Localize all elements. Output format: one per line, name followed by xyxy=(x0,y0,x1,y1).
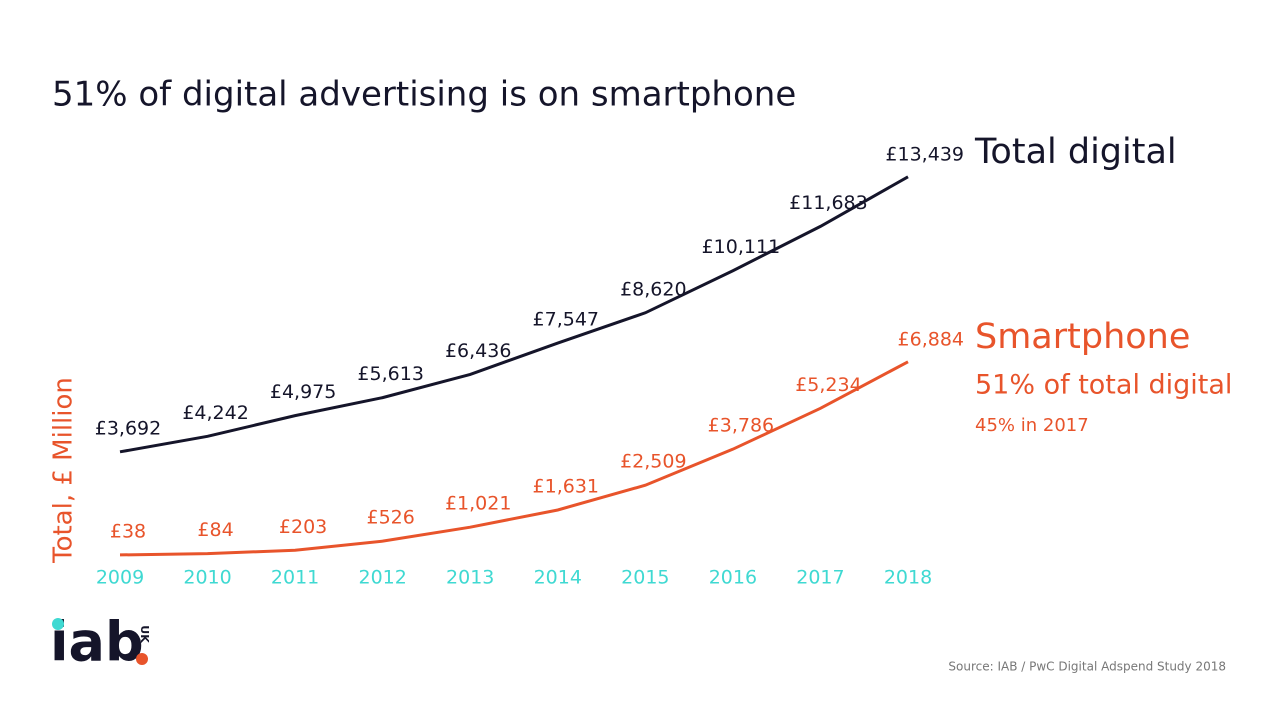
data-label: £526 xyxy=(366,507,414,529)
logo-suffix: UK xyxy=(138,625,151,643)
data-label: £203 xyxy=(279,516,327,538)
data-label: £84 xyxy=(197,519,233,541)
legend-label: Total digital xyxy=(974,132,1177,172)
series-line xyxy=(119,360,909,557)
data-label: £1,631 xyxy=(533,475,599,497)
x-tick-label: 2012 xyxy=(358,567,406,589)
data-label: £5,234 xyxy=(795,374,861,396)
logo-dot xyxy=(136,653,148,665)
x-tick-label: 2014 xyxy=(534,567,582,589)
y-axis-label: Total, £ Million xyxy=(49,377,79,564)
x-tick-label: 2013 xyxy=(446,567,494,589)
x-tick-label: 2017 xyxy=(796,567,844,589)
data-label: £3,692 xyxy=(95,417,161,439)
series-line xyxy=(119,175,909,454)
data-label: £3,786 xyxy=(708,415,774,437)
data-label: £13,439 xyxy=(885,143,964,165)
data-label: £11,683 xyxy=(789,192,868,214)
chart-title: 51% of digital advertising is on smartph… xyxy=(52,75,796,115)
x-tick-label: 2018 xyxy=(884,567,932,589)
x-tick-label: 2016 xyxy=(709,567,757,589)
data-label: £10,111 xyxy=(702,236,781,258)
data-label: £38 xyxy=(110,520,146,542)
data-label: £4,242 xyxy=(182,402,248,424)
data-label: £4,975 xyxy=(270,381,336,403)
annotation: 51% of total digital xyxy=(975,370,1232,401)
data-label: £8,620 xyxy=(620,278,686,300)
data-label: £6,436 xyxy=(445,340,511,362)
source: Source: IAB / PwC Digital Adspend Study … xyxy=(948,660,1226,674)
x-tick-label: 2015 xyxy=(621,567,669,589)
data-label: £1,021 xyxy=(445,493,511,515)
data-label: £5,613 xyxy=(357,363,423,385)
x-tick-label: 2009 xyxy=(96,567,144,589)
data-label: £7,547 xyxy=(533,309,599,331)
logo-dot xyxy=(52,618,64,630)
data-label: £6,884 xyxy=(898,328,964,350)
logo-text: iab xyxy=(50,611,144,674)
x-tick-label: 2011 xyxy=(271,567,319,589)
data-label: £2,509 xyxy=(620,451,686,473)
logo: iab UK xyxy=(50,611,151,674)
x-tick-label: 2010 xyxy=(183,567,231,589)
annotation: 45% in 2017 xyxy=(975,415,1089,436)
legend-label: Smartphone xyxy=(975,317,1190,357)
